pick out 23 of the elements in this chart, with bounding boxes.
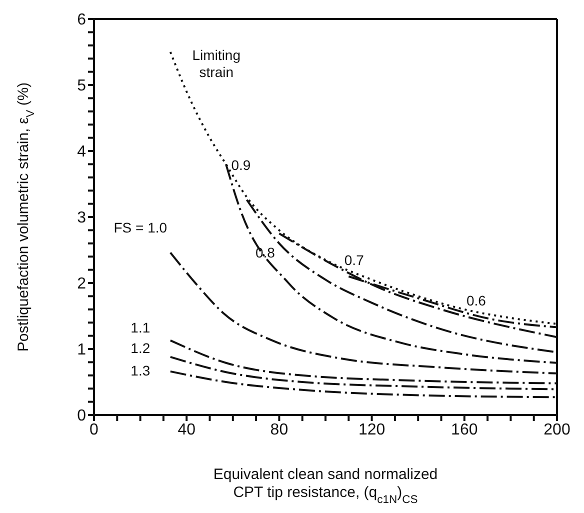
series-label: FS = 1.0 <box>114 220 168 236</box>
y-tick-label: 5 <box>77 78 86 95</box>
x-tick-label: 200 <box>544 421 570 438</box>
series-label: 1.3 <box>130 362 150 378</box>
y-tick-label: 4 <box>77 144 86 161</box>
y-tick-label: 2 <box>77 276 86 293</box>
series-label: 0.9 <box>231 157 251 174</box>
series-label: 0.6 <box>466 292 486 308</box>
x-tick-label: 160 <box>451 421 478 438</box>
series-label: 0.7 <box>344 252 364 268</box>
y-tick-label: 0 <box>77 408 86 425</box>
y-tick-label: 1 <box>77 342 86 359</box>
x-tick-label: 80 <box>270 421 288 438</box>
series-label: 1.1 <box>130 319 150 336</box>
x-axis-title: Equivalent clean sand normalized CPT tip resistance, (q$_{c1N}$)$_{CS}$ <box>213 466 438 506</box>
y-tick-label: 6 <box>77 12 86 29</box>
series-label: Limiting strain <box>192 47 241 80</box>
x-tick-label: 0 <box>90 421 99 438</box>
series-label: 0.8 <box>255 244 276 260</box>
series-label: 1.2 <box>130 340 150 356</box>
x-tick-label: 40 <box>178 421 196 438</box>
x-tick-label: 120 <box>358 421 386 438</box>
y-tick-label: 3 <box>77 210 86 227</box>
